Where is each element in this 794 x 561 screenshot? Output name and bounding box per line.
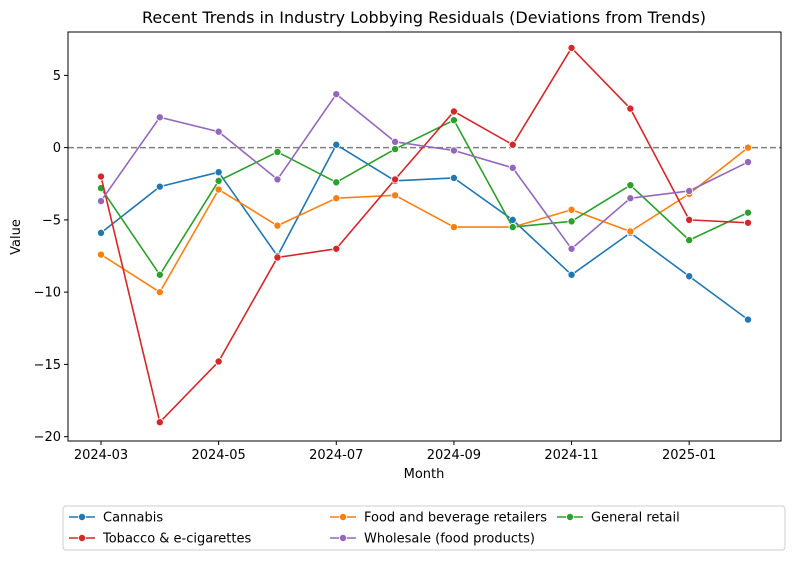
- data-point: [391, 145, 400, 154]
- x-tick-label: 2024-11: [544, 448, 598, 463]
- data-point: [97, 172, 106, 181]
- data-point: [567, 244, 576, 253]
- legend-item-4: Wholesale (food products): [330, 532, 535, 547]
- y-tick-label: 0: [53, 141, 61, 156]
- plot-area: 2024-03 2024-05 2024-07 2024-09 2024-11 2025-…: [34, 31, 782, 463]
- data-point: [508, 163, 517, 172]
- x-tick-label: 2025-01: [662, 448, 716, 463]
- legend-label: Food and beverage retailers: [364, 511, 547, 526]
- legend-item-3: Tobacco & e-cigarettes: [69, 532, 251, 547]
- data-point: [744, 143, 753, 152]
- data-point: [449, 116, 458, 125]
- legend-swatch-marker: [78, 513, 87, 522]
- data-point: [391, 137, 400, 146]
- data-point: [685, 236, 694, 245]
- y-axis-label: Value: [9, 219, 24, 255]
- data-point: [214, 357, 223, 366]
- data-point: [567, 270, 576, 279]
- legend-frame: [62, 505, 786, 551]
- data-point: [685, 272, 694, 281]
- data-point: [332, 140, 341, 149]
- data-point: [508, 223, 517, 232]
- data-point: [214, 168, 223, 177]
- data-point: [332, 194, 341, 203]
- legend-label: General retail: [591, 511, 680, 526]
- data-point: [744, 158, 753, 167]
- legend-item-1: Food and beverage retailers: [330, 511, 547, 526]
- data-point: [744, 218, 753, 227]
- data-point: [744, 315, 753, 324]
- data-point: [626, 104, 635, 113]
- series-4: [97, 90, 753, 253]
- data-point: [449, 173, 458, 182]
- data-point: [449, 146, 458, 155]
- x-tick-label: 2024-03: [74, 448, 128, 463]
- x-tick-label: 2024-07: [309, 448, 363, 463]
- y-tick-label: −20: [34, 430, 61, 445]
- data-point: [685, 215, 694, 224]
- data-point: [214, 127, 223, 136]
- data-point: [273, 147, 282, 156]
- legend-swatch-marker: [338, 513, 347, 522]
- legend-swatch-marker: [566, 513, 575, 522]
- data-point: [449, 223, 458, 232]
- data-point: [685, 186, 694, 195]
- legend: Cannabis Food and beverage retailers Gener…: [62, 505, 786, 551]
- data-point: [332, 178, 341, 187]
- data-point: [273, 175, 282, 184]
- data-point: [567, 43, 576, 52]
- y-tick-label: −10: [34, 286, 61, 301]
- series-line-1: [100, 146, 749, 293]
- legend-swatch-marker: [78, 534, 87, 543]
- data-point: [508, 140, 517, 149]
- y-tick-label: 5: [53, 69, 61, 84]
- data-point: [155, 113, 164, 122]
- data-point: [567, 217, 576, 226]
- series-line-4: [100, 93, 749, 250]
- data-point: [155, 418, 164, 427]
- data-point: [273, 221, 282, 230]
- data-point: [391, 175, 400, 184]
- legend-item-2: General retail: [557, 511, 680, 526]
- data-point: [97, 197, 106, 206]
- data-point: [332, 90, 341, 99]
- data-point: [97, 228, 106, 237]
- data-point: [214, 176, 223, 185]
- legend-label: Tobacco & e-cigarettes: [102, 532, 251, 547]
- data-point: [273, 253, 282, 262]
- legend-label: Cannabis: [103, 511, 163, 526]
- data-point: [744, 208, 753, 217]
- data-point: [214, 185, 223, 194]
- data-point: [567, 205, 576, 214]
- data-point: [155, 270, 164, 279]
- x-axis-label: Month: [404, 467, 445, 482]
- series-line-2: [100, 119, 749, 276]
- data-point: [97, 250, 106, 259]
- legend-label: Wholesale (food products): [364, 532, 535, 547]
- data-point: [155, 288, 164, 297]
- data-point: [626, 181, 635, 190]
- plot-frame: [67, 31, 782, 442]
- y-tick-label: −5: [42, 213, 61, 228]
- data-point: [449, 107, 458, 116]
- x-tick-label: 2024-09: [427, 448, 481, 463]
- x-tick-label: 2024-05: [191, 448, 245, 463]
- series-line-0: [100, 143, 749, 321]
- y-tick-label: −15: [34, 358, 61, 373]
- chart-title: Recent Trends in Industry Lobbying Resid…: [142, 8, 706, 27]
- legend-swatch-marker: [338, 534, 347, 543]
- data-point: [332, 244, 341, 253]
- legend-item-0: Cannabis: [69, 511, 163, 526]
- data-point: [626, 194, 635, 203]
- data-point: [626, 227, 635, 236]
- data-point: [391, 191, 400, 200]
- data-point: [155, 182, 164, 191]
